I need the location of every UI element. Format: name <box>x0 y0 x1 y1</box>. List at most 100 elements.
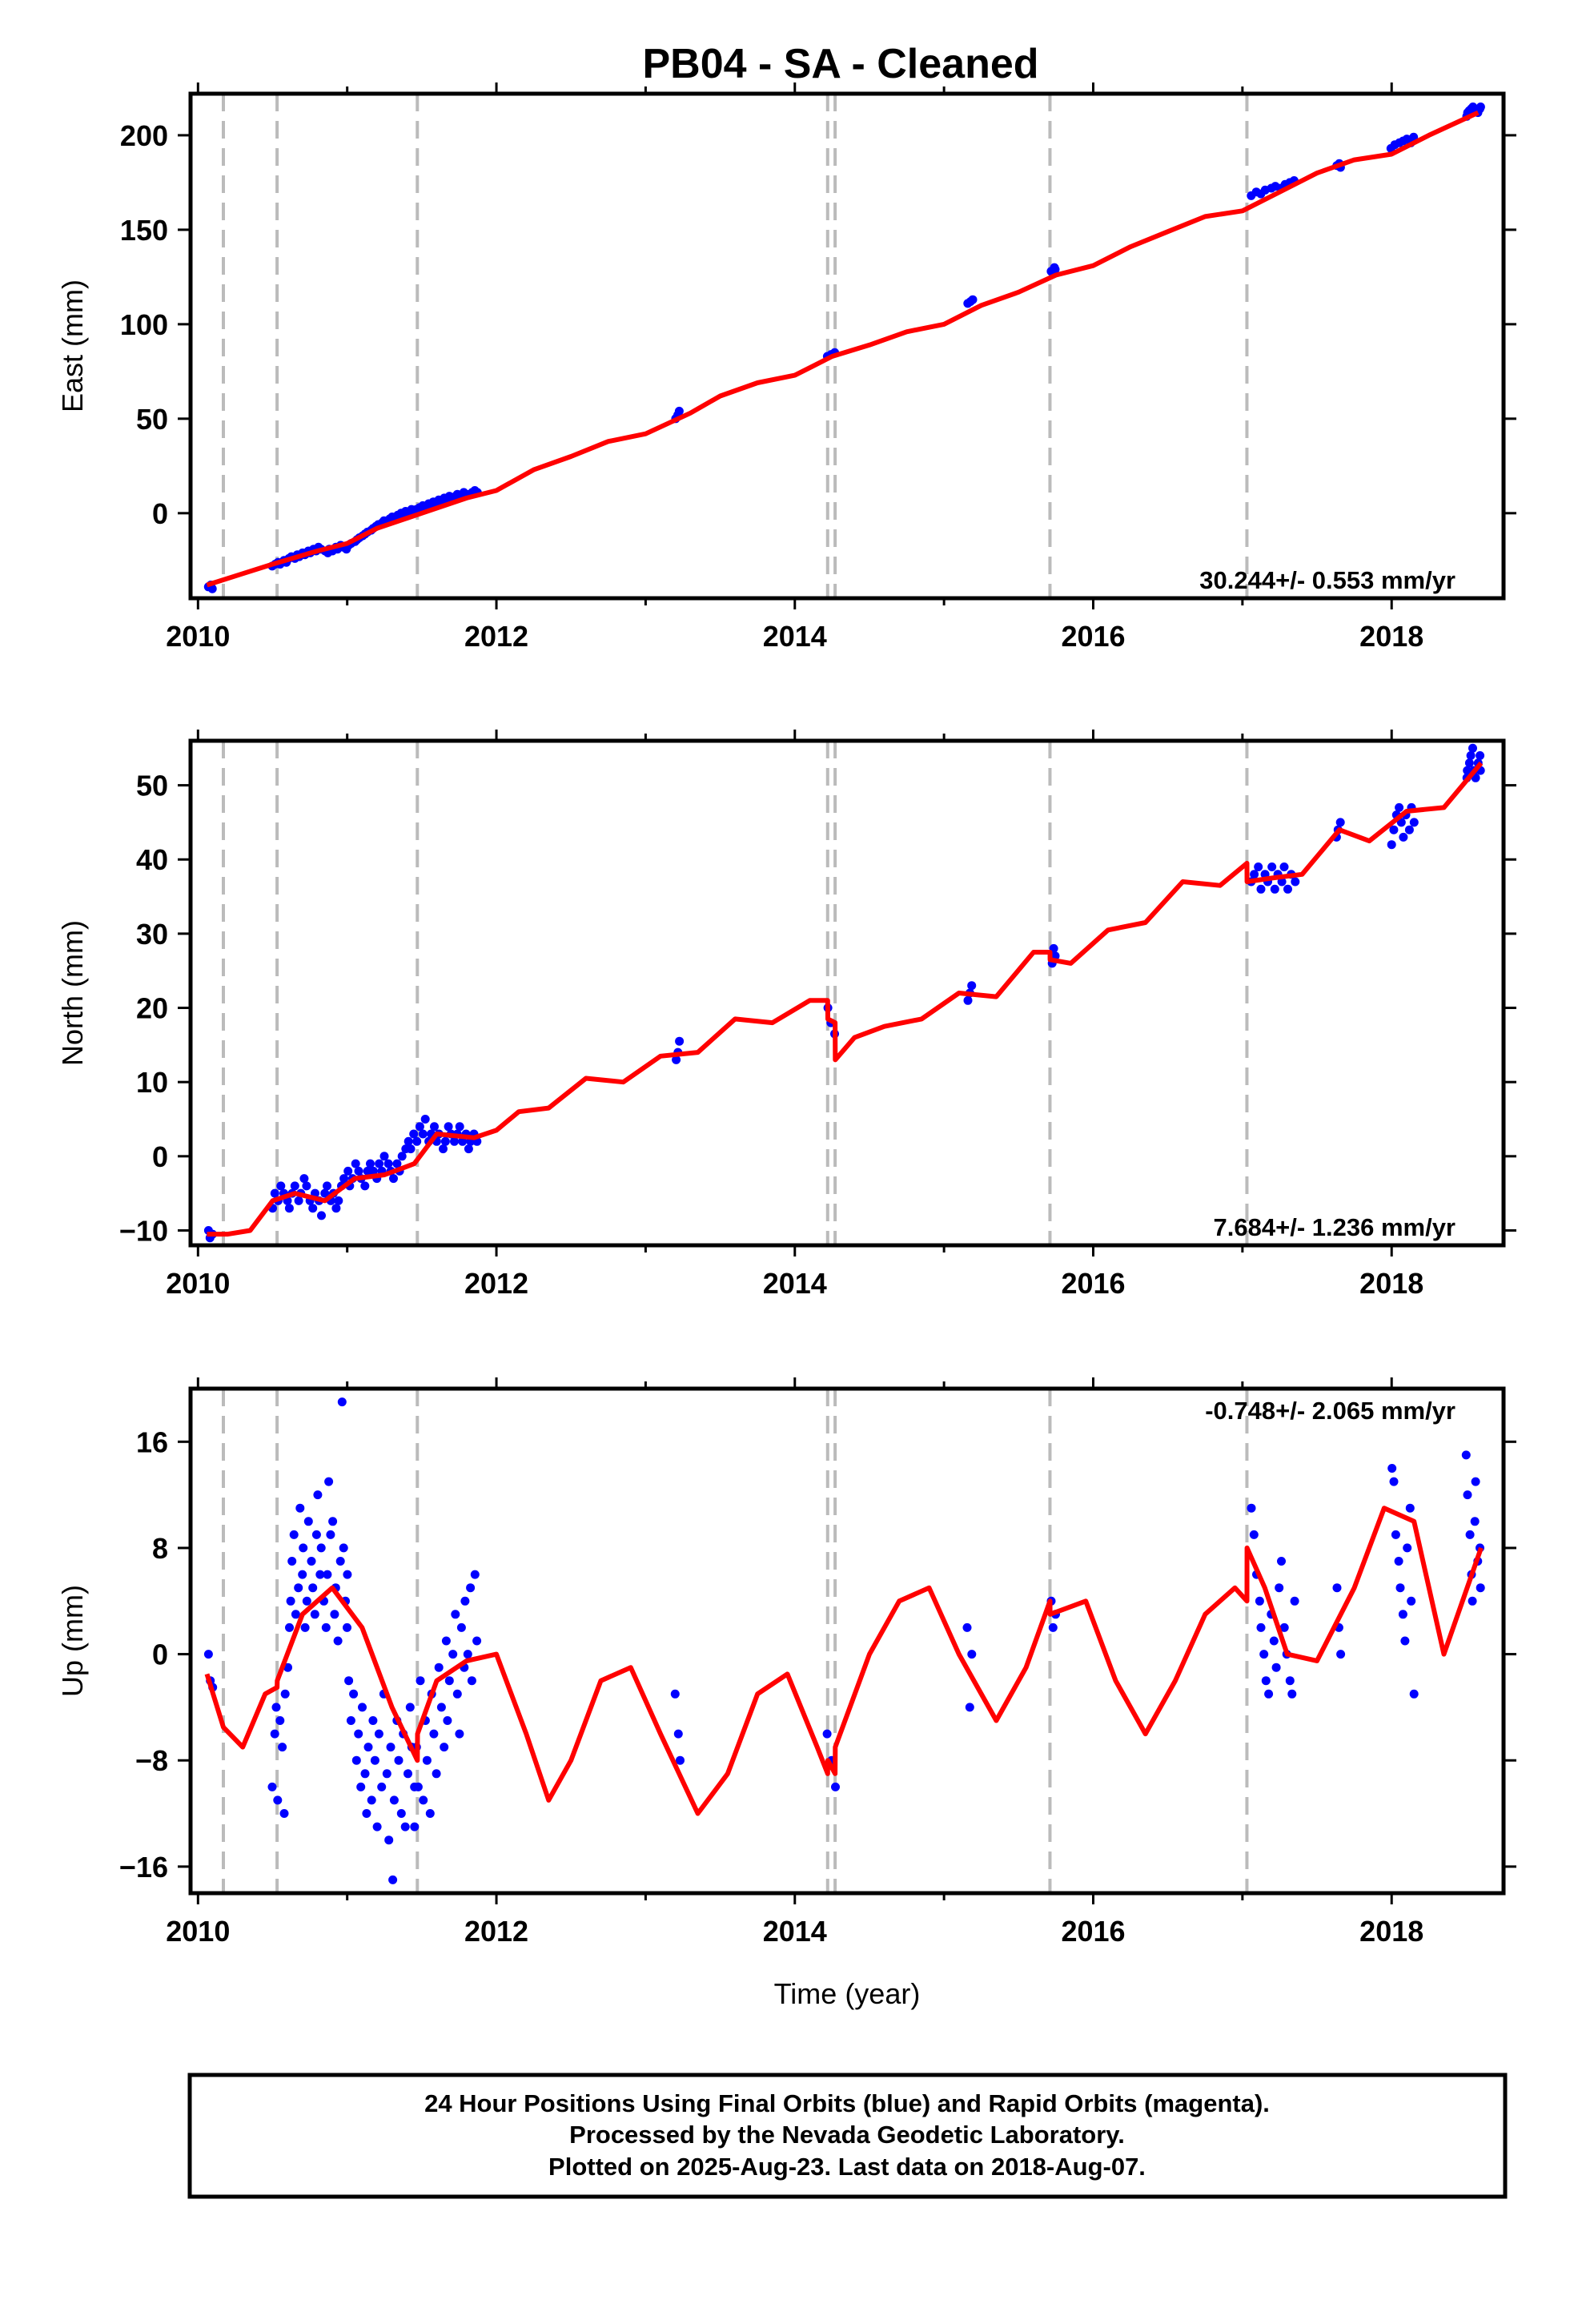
north-x-tick-label: 2014 <box>763 1267 827 1300</box>
up-data-point <box>291 1610 300 1619</box>
north-data-point <box>397 1152 407 1161</box>
up-data-point <box>1275 1583 1284 1593</box>
up-data-point <box>372 1822 382 1831</box>
up-data-point <box>358 1703 367 1712</box>
up-y-tick-label: 0 <box>152 1638 168 1671</box>
east-data-point <box>1050 264 1060 274</box>
north-data-point <box>1409 818 1419 827</box>
north-x-tick-label: 2018 <box>1359 1267 1423 1300</box>
up-data-point <box>370 1755 379 1765</box>
up-data-point <box>339 1543 348 1553</box>
up-data-point <box>456 1622 466 1632</box>
up-data-point <box>673 1729 683 1739</box>
north-x-tick-label: 2012 <box>464 1267 528 1300</box>
north-x-tick-label: 2016 <box>1061 1267 1125 1300</box>
up-data-point <box>323 1570 332 1579</box>
north-data-point <box>1395 802 1404 812</box>
up-data-point <box>315 1570 325 1579</box>
up-data-point <box>1290 1596 1299 1606</box>
up-data-point <box>321 1622 331 1632</box>
north-data-point <box>450 1136 459 1146</box>
up-data-point <box>384 1835 394 1845</box>
up-y-tick-label: −8 <box>135 1744 168 1777</box>
east-plot-frame <box>188 91 1506 601</box>
east-x-tick-label: 2016 <box>1061 620 1125 653</box>
north-data-point <box>440 1136 450 1146</box>
footer-box: 24 Hour Positions Using Final Orbits (bl… <box>187 2073 1508 2199</box>
up-data-point <box>416 1676 425 1686</box>
up-data-point <box>1387 1464 1397 1473</box>
up-data-point <box>298 1570 307 1579</box>
north-data-point <box>389 1174 398 1184</box>
up-data-point <box>394 1755 404 1765</box>
north-data-point <box>392 1159 402 1168</box>
east-x-tick-label: 2012 <box>464 620 528 653</box>
north-data-point <box>323 1181 331 1191</box>
up-data-point <box>1476 1583 1485 1593</box>
north-data-point <box>967 981 977 991</box>
up-data-point <box>337 1397 347 1407</box>
up-data-point <box>328 1517 338 1526</box>
north-data-point <box>1267 862 1277 871</box>
up-data-point <box>368 1716 378 1725</box>
north-data-point <box>415 1122 424 1132</box>
up-data-point <box>452 1689 462 1699</box>
north-x-tick-label: 2010 <box>166 1267 230 1300</box>
up-data-point <box>278 1743 287 1752</box>
up-data-point <box>354 1729 363 1739</box>
up-data-point <box>1336 1650 1346 1659</box>
up-data-point <box>1048 1622 1058 1632</box>
up-data-point <box>1398 1610 1407 1619</box>
up-data-point <box>307 1557 316 1566</box>
up-data-point <box>1391 1530 1400 1539</box>
up-data-point <box>419 1795 428 1805</box>
north-data-point <box>1387 840 1396 850</box>
north-data-point <box>404 1136 413 1146</box>
up-data-point <box>267 1782 277 1791</box>
up-data-point <box>270 1729 279 1739</box>
north-data-point <box>1463 766 1472 775</box>
north-data-point <box>430 1122 439 1132</box>
up-data-point <box>1405 1503 1415 1513</box>
east-x-tick-label: 2010 <box>166 620 230 653</box>
up-data-point <box>303 1517 313 1526</box>
up-data-point <box>311 1530 321 1539</box>
up-data-point <box>324 1477 334 1486</box>
north-data-point <box>1335 818 1345 827</box>
north-data-point <box>464 1144 473 1154</box>
north-rate-label: 7.684+/- 1.236 mm/yr <box>1214 1213 1456 1241</box>
up-data-point <box>422 1755 432 1765</box>
up-data-point <box>466 1583 476 1593</box>
up-data-point <box>410 1822 420 1831</box>
north-data-point <box>1283 884 1292 894</box>
north-data-point <box>1254 862 1263 871</box>
up-data-point <box>313 1490 323 1500</box>
north-data-point <box>354 1166 363 1176</box>
up-data-point <box>388 1875 398 1884</box>
north-data-point <box>1399 832 1408 842</box>
north-data-point <box>317 1211 326 1220</box>
up-data-point <box>343 1570 352 1579</box>
up-data-point <box>1389 1477 1399 1486</box>
north-data-point <box>1468 743 1477 753</box>
up-data-point <box>1249 1530 1259 1539</box>
up-data-point <box>1261 1676 1271 1686</box>
up-data-point <box>470 1570 480 1579</box>
east-y-tick-label: 200 <box>120 119 168 152</box>
east-x-tick-label: 2014 <box>763 620 827 653</box>
north-data-point <box>1404 825 1414 834</box>
north-data-point <box>334 1196 343 1205</box>
up-data-point <box>405 1703 415 1712</box>
up-data-point <box>822 1729 832 1739</box>
up-data-point <box>441 1636 451 1646</box>
up-y-tick-label: 8 <box>152 1532 168 1565</box>
east-data-point <box>207 584 217 593</box>
east-y-tick-label: 100 <box>120 308 168 341</box>
up-data-point <box>285 1622 294 1632</box>
up-data-point <box>463 1650 472 1659</box>
east-data-point <box>674 406 684 416</box>
east-y-tick-label: 150 <box>120 214 168 247</box>
north-data-point <box>406 1144 416 1154</box>
up-data-point <box>444 1676 454 1686</box>
north-data-point <box>1279 862 1289 871</box>
